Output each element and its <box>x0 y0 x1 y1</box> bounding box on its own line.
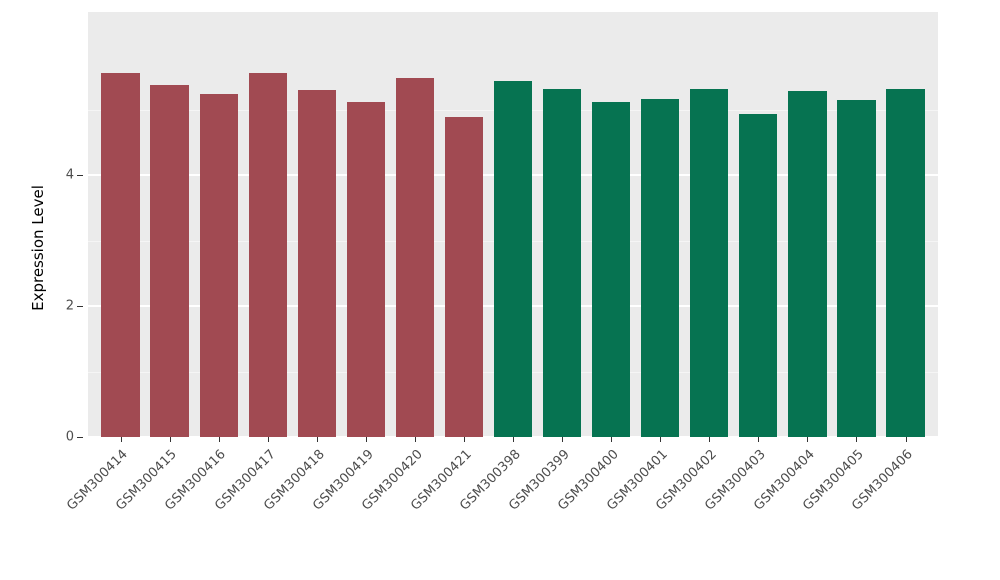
x-slot: GSM300418 <box>261 437 341 567</box>
bar-slot <box>783 12 832 437</box>
bar-slot <box>685 12 734 437</box>
bar-slot <box>489 12 538 437</box>
x-tick-mark <box>414 437 416 442</box>
y-axis-title: Expression Level <box>29 185 47 311</box>
bars-container <box>88 12 938 437</box>
x-slot: GSM300419 <box>310 437 390 567</box>
x-slot: GSM300399 <box>506 437 587 567</box>
bar-slot <box>194 12 243 437</box>
bar-GSM300417 <box>248 72 287 437</box>
bar-GSM300400 <box>592 101 631 437</box>
x-tick-mark <box>267 437 269 442</box>
x-slot: GSM300420 <box>359 437 439 567</box>
y-tick-label: 4 <box>65 167 74 183</box>
bar-slot <box>145 12 194 437</box>
bar-slot <box>832 12 881 437</box>
bar-GSM300415 <box>150 85 189 437</box>
x-slot: GSM300400 <box>555 437 636 567</box>
x-tick-mark <box>709 437 711 442</box>
bar-slot <box>390 12 439 437</box>
x-slot: GSM300414 <box>65 437 145 567</box>
y-tick-mark <box>77 437 83 438</box>
x-tick-mark <box>365 437 367 442</box>
bar-slot <box>439 12 488 437</box>
bar-GSM300416 <box>199 94 238 437</box>
bar-GSM300399 <box>542 89 582 437</box>
y-tick-mark <box>77 306 83 308</box>
x-tick-mark <box>562 437 564 442</box>
bar-GSM300419 <box>346 101 385 437</box>
bar-slot <box>538 12 587 437</box>
x-tick-mark <box>660 437 662 442</box>
bar-slot <box>734 12 783 437</box>
y-tick-label: 2 <box>65 298 74 314</box>
x-tick-mark <box>856 437 858 442</box>
x-slot: GSM300398 <box>457 437 538 567</box>
bar-GSM300406 <box>886 88 925 437</box>
x-tick-mark <box>611 437 613 442</box>
bar-GSM300414 <box>101 72 140 437</box>
bar-GSM300404 <box>788 91 827 437</box>
bar-GSM300402 <box>690 89 729 437</box>
bar-GSM300418 <box>297 90 336 437</box>
x-slot: GSM300415 <box>114 437 194 567</box>
bar-GSM300401 <box>641 98 680 437</box>
bar-GSM300420 <box>395 78 435 437</box>
bar-slot <box>587 12 636 437</box>
x-slot: GSM300401 <box>604 437 685 567</box>
x-slot: GSM300406 <box>850 437 930 567</box>
x-tick-mark <box>120 437 122 442</box>
plot-panel <box>88 12 938 438</box>
x-tick-mark <box>169 437 171 442</box>
x-tick-mark <box>316 437 318 442</box>
bar-GSM300398 <box>493 81 533 437</box>
bar-slot <box>96 12 145 437</box>
x-tick-mark <box>218 437 220 442</box>
bar-GSM300421 <box>444 117 484 437</box>
x-slot: GSM300421 <box>408 437 488 567</box>
bar-slot <box>881 12 930 437</box>
x-tick-mark <box>513 437 515 442</box>
x-tick-mark <box>463 437 465 442</box>
x-axis-labels: GSM300414 GSM300415 GSM300416 GSM300417 GSM3… <box>65 437 938 567</box>
x-slot: GSM300405 <box>800 437 881 567</box>
x-slot: GSM300402 <box>653 437 734 567</box>
x-slot: GSM300417 <box>212 437 292 567</box>
bar-slot <box>341 12 390 437</box>
bar-GSM300403 <box>739 114 778 437</box>
x-slot: GSM300403 <box>702 437 783 567</box>
x-slot: GSM300404 <box>751 437 832 567</box>
bar-slot <box>243 12 292 437</box>
bar-slot <box>292 12 341 437</box>
y-tick-label: 0 <box>65 429 74 445</box>
bar-slot <box>636 12 685 437</box>
y-tick-mark <box>77 175 83 177</box>
bar-GSM300405 <box>837 99 876 437</box>
x-tick-mark <box>758 437 760 442</box>
x-slot: GSM300416 <box>163 437 243 567</box>
x-tick-mark <box>807 437 809 442</box>
x-tick-mark <box>905 437 907 442</box>
